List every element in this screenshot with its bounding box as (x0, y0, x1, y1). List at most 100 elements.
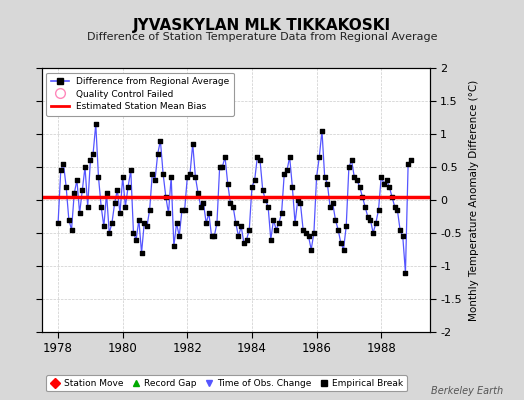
Point (340, 246, 348, 253)
Point (380, 180, 388, 187)
Point (277, 210, 286, 216)
Point (385, 184, 394, 190)
Point (296, 200, 304, 206)
Point (175, 233, 183, 240)
Point (210, 233, 219, 240)
Point (358, 194, 367, 200)
Point (407, 157, 415, 164)
Point (329, 200, 337, 206)
Point (151, 177, 159, 183)
Point (396, 226, 404, 233)
Point (383, 177, 391, 183)
Point (118, 174, 127, 180)
Point (399, 233, 407, 240)
Point (355, 184, 364, 190)
Point (102, 190, 111, 197)
Point (388, 194, 396, 200)
Point (92, 121, 100, 127)
Point (121, 203, 129, 210)
Point (161, 194, 170, 200)
Point (196, 203, 205, 210)
Point (146, 207, 154, 213)
Point (404, 160, 412, 167)
Point (81, 164, 89, 170)
Point (159, 170, 167, 177)
Point (180, 207, 189, 213)
Point (401, 270, 410, 276)
Point (342, 223, 351, 230)
Point (232, 220, 240, 226)
Point (302, 230, 310, 236)
Point (261, 197, 270, 203)
Point (205, 210, 213, 216)
Point (248, 184, 256, 190)
Point (202, 220, 210, 226)
Point (172, 220, 181, 226)
Point (57, 167, 65, 174)
Point (283, 167, 291, 174)
Point (364, 213, 372, 220)
Point (113, 187, 122, 193)
Point (345, 164, 353, 170)
Text: Berkeley Earth: Berkeley Earth (431, 386, 503, 396)
Point (234, 233, 243, 240)
Point (208, 233, 216, 240)
Point (226, 200, 235, 206)
Point (86, 157, 94, 164)
Point (116, 210, 124, 216)
Point (312, 174, 321, 180)
Point (264, 203, 272, 210)
Legend: Difference from Regional Average, Quality Control Failed, Estimated Station Mean: Difference from Regional Average, Qualit… (47, 72, 234, 116)
Point (129, 230, 138, 236)
Point (253, 154, 261, 160)
Point (372, 220, 380, 226)
Point (108, 220, 116, 226)
Point (321, 174, 329, 180)
Point (199, 200, 208, 206)
Point (350, 174, 358, 180)
Point (100, 223, 108, 230)
Point (154, 151, 162, 157)
Point (299, 226, 307, 233)
Point (183, 174, 191, 180)
Point (165, 210, 173, 216)
Point (280, 170, 288, 177)
Point (75, 210, 84, 216)
Point (315, 154, 323, 160)
Point (331, 217, 340, 223)
Point (326, 203, 334, 210)
Point (62, 184, 70, 190)
Point (215, 164, 224, 170)
Point (239, 240, 248, 246)
Point (105, 230, 113, 236)
Point (310, 230, 318, 236)
Point (256, 157, 264, 164)
Point (374, 207, 383, 213)
Point (390, 203, 399, 210)
Point (353, 177, 361, 183)
Point (366, 217, 375, 223)
Point (224, 180, 232, 187)
Text: Difference of Station Temperature Data from Regional Average: Difference of Station Temperature Data f… (87, 32, 437, 42)
Point (288, 184, 297, 190)
Point (68, 226, 76, 233)
Point (132, 236, 140, 243)
Point (336, 240, 345, 246)
Point (318, 128, 326, 134)
Point (97, 203, 105, 210)
Point (167, 174, 176, 180)
Point (170, 243, 178, 250)
Point (307, 246, 315, 253)
Point (243, 236, 251, 243)
Point (143, 223, 151, 230)
Point (267, 236, 275, 243)
Point (229, 203, 237, 210)
Point (124, 184, 132, 190)
Point (111, 200, 119, 206)
Point (94, 174, 103, 180)
Point (361, 203, 369, 210)
Point (64, 217, 73, 223)
Point (135, 217, 143, 223)
Point (269, 217, 278, 223)
Point (291, 220, 299, 226)
